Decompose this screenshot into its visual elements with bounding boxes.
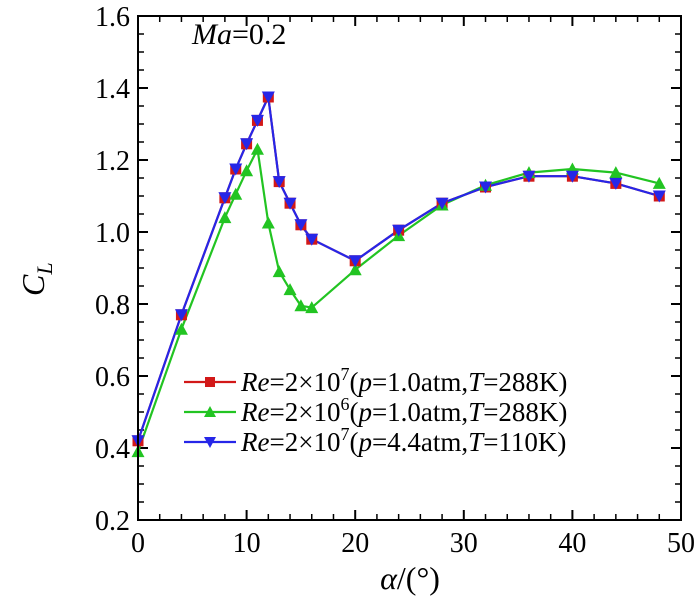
data-point-triangle-down [261,91,275,104]
data-point-triangle-up [250,142,264,155]
data-point-triangle-down [392,224,406,237]
legend-part-open: ( [349,367,358,397]
legend-part-eq1: =2×10 [269,367,340,397]
legend-part-eq3: =288K) [483,367,567,397]
x-tick-label: 10 [233,528,261,559]
legend-entry-2: Re=2×106(p=1.0atm,T=288K) [240,394,567,427]
legend-part-exp: 6 [340,394,349,414]
y-tick-label: 1.0 [95,218,130,249]
mach-value: =0.2 [232,18,286,51]
data-point-triangle-up [204,406,216,417]
data-point-triangle-up [218,211,232,224]
data-point-triangle-down [305,233,319,246]
x-axis-title: α/(°) [380,560,440,596]
y-tick-label: 1.6 [95,2,130,33]
legend-part-eq3: =110K) [483,427,566,457]
legend-part-re: Re [240,367,269,397]
data-point-triangle-up [261,216,275,229]
legend-part-re: Re [240,427,269,457]
data-point-triangle-down [218,192,232,205]
legend-part-re: Re [240,397,269,427]
legend-part-t: T [468,397,485,427]
data-point-triangle-down [174,309,188,322]
data-point-triangle-up [229,187,243,200]
y-tick-label: 0.8 [95,290,130,321]
y-tick-label: 0.4 [95,434,130,465]
data-point-triangle-down [348,255,362,268]
legend-part-t: T [468,427,485,457]
data-point-triangle-down [272,176,286,189]
data-point-triangle-down [435,197,449,210]
data-point-triangle-down [522,170,536,183]
legend-entry-3: Re=2×107(p=4.4atm,T=110K) [240,424,566,457]
data-point-triangle-up [305,301,319,314]
data-point-triangle-up [174,322,188,335]
y-axis-title: CL [15,262,57,296]
x-tick-label: 30 [450,528,478,559]
legend-part-exp: 7 [340,364,349,384]
y-tick-label: 1.2 [95,146,130,177]
plot-frame [137,15,682,521]
legend-entry-1: Re=2×107(p=1.0atm,T=288K) [240,364,567,397]
data-point-triangle-down [294,219,308,232]
data-point-triangle-down [250,114,264,127]
data-point-triangle-down [652,190,666,203]
legend-part-eq1: =2×10 [269,397,340,427]
legend-part-eq2: =1.0atm, [372,397,468,427]
legend-part-p: p [356,397,372,427]
legend-part-p: p [356,427,372,457]
data-point-triangle-down [229,163,243,176]
x-axis-symbol: α [380,560,398,596]
data-point-triangle-up [272,265,286,278]
legend-part-exp: 7 [340,424,349,444]
data-point-triangle-up [609,166,623,179]
legend-part-eq1: =2×10 [269,427,340,457]
y-axis-subscript: L [32,262,57,275]
x-tick-label: 0 [131,528,145,559]
x-axis-unit: /(°) [397,560,440,596]
legend-part-open: ( [349,397,358,427]
x-tick-label: 20 [341,528,369,559]
legend-part-p: p [356,367,372,397]
legend-part-open: ( [349,427,358,457]
mach-symbol: Ma [191,18,232,51]
axis-tick-labels: 0 10 20 30 40 50 0.2 0.4 0.6 0.8 1.0 1.2 1.4 1.6 [95,2,695,559]
legend: Re=2×107(p=1.0atm,T=288K)Re=2×106(p=1.0a… [184,364,567,457]
data-point-triangle-up [652,176,666,189]
data-point-triangle-down [283,197,297,210]
data-point-triangle-down [204,437,216,448]
y-axis-symbol: C [15,274,51,296]
legend-part-eq2: =1.0atm, [372,367,468,397]
data-point-triangle-up [348,263,362,276]
legend-part-eq2: =4.4atm, [372,427,468,457]
mach-annotation: Ma=0.2 [191,18,286,51]
data-point-triangle-down [609,177,623,190]
data-point-triangle-up [240,164,254,177]
y-tick-label: 1.4 [95,74,130,105]
data-point-triangle-up [294,299,308,312]
x-tick-label: 50 [667,528,695,559]
y-tick-label: 0.6 [95,362,130,393]
legend-part-eq3: =288K) [483,397,567,427]
data-point-triangle-down [565,170,579,183]
data-point-triangle-down [479,181,493,194]
legend-part-t: T [468,367,485,397]
data-point-square [205,377,215,387]
data-point-triangle-down [240,138,254,151]
x-tick-label: 40 [558,528,586,559]
data-point-triangle-up [283,283,297,296]
y-tick-label: 0.2 [95,506,130,537]
